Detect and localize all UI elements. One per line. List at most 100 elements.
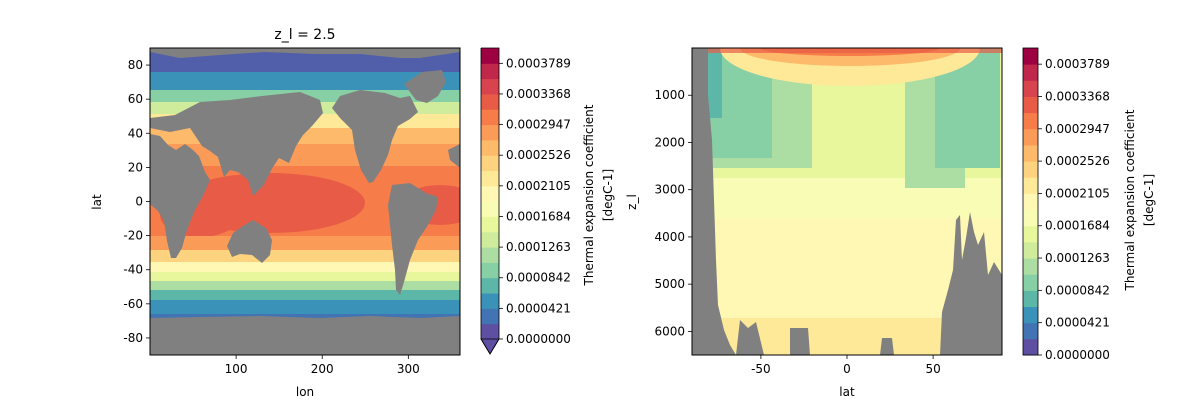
- colorbar-swatch: [1023, 290, 1038, 308]
- seafloor-antarctica: [692, 48, 736, 355]
- colorbar-swatch: [481, 323, 499, 340]
- colorbar-swatch: [481, 78, 499, 95]
- colorbar-swatch: [481, 124, 499, 141]
- y-tick-label: 20: [128, 160, 143, 174]
- colorbar-swatch: [481, 277, 499, 294]
- section-x-ticks: -50 0 50: [751, 355, 941, 376]
- colorbar-tick-label: 0.0000421: [1045, 316, 1110, 330]
- colorbar-swatch: [481, 63, 499, 80]
- x-tick-label: 300: [397, 362, 420, 376]
- y-tick-label: -20: [123, 229, 143, 243]
- colorbar-swatch: [481, 139, 499, 156]
- section-colorbar-frame: [1022, 47, 1039, 356]
- colorbar-swatch: [1023, 128, 1038, 146]
- section-seafloor: [692, 48, 1002, 355]
- land-arctic-coast: [150, 48, 460, 58]
- land-eurasia: [150, 92, 323, 196]
- x-tick-label: 200: [311, 362, 334, 376]
- colorbar-swatch: [1023, 306, 1038, 324]
- map-panel: z_l = 2.5: [90, 27, 461, 399]
- y-tick-label: -80: [123, 331, 143, 345]
- section-panel: -50 0 50 1000 2000 3000 4000 5000 6000 lat z_l: [625, 47, 1003, 399]
- y-tick-label: 80: [128, 58, 143, 72]
- colorbar-tick-label: 0.0001684: [506, 209, 571, 223]
- south-band-7: [150, 300, 460, 314]
- south-band-3: [150, 262, 460, 272]
- y-tick-label: 60: [128, 92, 143, 106]
- colorbar-swatch: [1023, 338, 1038, 356]
- x-tick-label: 100: [225, 362, 248, 376]
- y-tick-label: 40: [128, 126, 143, 140]
- x-tick-label: -50: [751, 362, 771, 376]
- south-band-8: [150, 314, 460, 320]
- map-colorbar: 0.0003789 0.0003368 0.0002947 0.0002526 0.00…: [480, 47, 615, 355]
- map-x-axis-label: lon: [296, 385, 314, 399]
- colorbar-swatch: [481, 170, 499, 187]
- land-iberia-edge: [448, 144, 460, 168]
- colorbar-swatch: [1023, 209, 1038, 227]
- y-tick-label: 5000: [654, 277, 685, 291]
- section-colorbar-label-line1: Thermal expansion coefficient: [1123, 109, 1137, 291]
- land-australia: [227, 220, 272, 263]
- y-tick-label: -40: [123, 263, 143, 277]
- colorbar-tick-label: 0.0003789: [506, 56, 571, 70]
- land-greenland: [404, 70, 446, 103]
- colorbar-swatch: [1023, 322, 1038, 340]
- colorbar-swatch: [1023, 193, 1038, 211]
- map-title: z_l = 2.5: [274, 27, 335, 43]
- colorbar-swatch: [481, 155, 499, 172]
- map-colorbar-ticks: 0.0003789 0.0003368 0.0002947 0.0002526 0.00…: [499, 56, 571, 346]
- colorbar-tick-label: 0.0002526: [1045, 154, 1110, 168]
- colorbar-swatch: [481, 93, 499, 110]
- map-colorbar-label-line1: Thermal expansion coefficient: [582, 104, 596, 286]
- map-plot-area: [150, 48, 460, 355]
- section-colorbar: 0.0003789 0.0003368 0.0002947 0.0002526 0.00…: [1022, 47, 1156, 362]
- colorbar-swatch: [481, 308, 499, 325]
- map-y-ticks: 80 60 40 20 0 -20 -40 -60 -80: [123, 58, 150, 345]
- colorbar-tick-label: 0.0002947: [506, 118, 571, 132]
- colorbar-tick-label: 0.0001263: [1045, 251, 1110, 265]
- colorbar-swatch: [481, 185, 499, 202]
- colorbar-swatch: [1023, 274, 1038, 291]
- y-tick-label: 2000: [654, 135, 685, 149]
- colorbar-tick-label: 0.0002105: [1045, 186, 1110, 200]
- y-tick-label: 3000: [654, 183, 685, 197]
- south-band-5: [150, 281, 460, 290]
- y-tick-label: 4000: [654, 230, 685, 244]
- colorbar-swatch: [1023, 177, 1038, 194]
- colorbar-swatch: [1023, 80, 1038, 97]
- colorbar-swatch: [1023, 144, 1038, 162]
- section-surface-skin: [692, 48, 1002, 53]
- colorbar-swatch: [481, 109, 499, 126]
- y-tick-label: 0: [135, 195, 143, 209]
- land-south-america: [388, 183, 438, 295]
- subpolar-north-band: [150, 72, 460, 90]
- y-tick-label: -60: [123, 297, 143, 311]
- section-colorbar-label-line2: [degC-1]: [1142, 174, 1156, 226]
- colorbar-tick-label: 0.0000842: [506, 271, 571, 285]
- colorbar-swatch: [1023, 112, 1038, 130]
- section-colorbar-ticks: 0.0003789 0.0003368 0.0002947 0.0002526 0.00…: [1038, 57, 1110, 362]
- section-y-axis-label: z_l: [625, 194, 639, 210]
- colorbar-tick-label: 0.0002947: [1045, 122, 1110, 136]
- section-y-ticks: 1000 2000 3000 4000 5000 6000: [654, 88, 692, 338]
- south-band-6: [150, 290, 460, 300]
- colorbar-swatch: [1023, 258, 1038, 275]
- section-x-axis-label: lat: [839, 385, 855, 399]
- seafloor-south-ridge: [736, 320, 764, 355]
- seafloor-ridge-1: [790, 328, 810, 355]
- y-tick-label: 1000: [654, 88, 685, 102]
- colorbar-swatch: [481, 262, 499, 279]
- colorbar-tick-label: 0.0003368: [506, 87, 571, 101]
- map-land: [150, 48, 460, 355]
- colorbar-swatch: [481, 293, 499, 309]
- section-plot-area: [692, 48, 1002, 355]
- colorbar-tick-label: 0.0001263: [506, 240, 571, 254]
- map-colorbar-label-line2: [degC-1]: [601, 169, 615, 221]
- colorbar-swatch: [1023, 96, 1038, 114]
- colorbar-swatch: [1023, 241, 1038, 259]
- map-colorbar-extend-min-arrow: [480, 338, 500, 355]
- colorbar-tick-label: 0.0003789: [1045, 57, 1110, 71]
- south-band-2: [150, 250, 460, 262]
